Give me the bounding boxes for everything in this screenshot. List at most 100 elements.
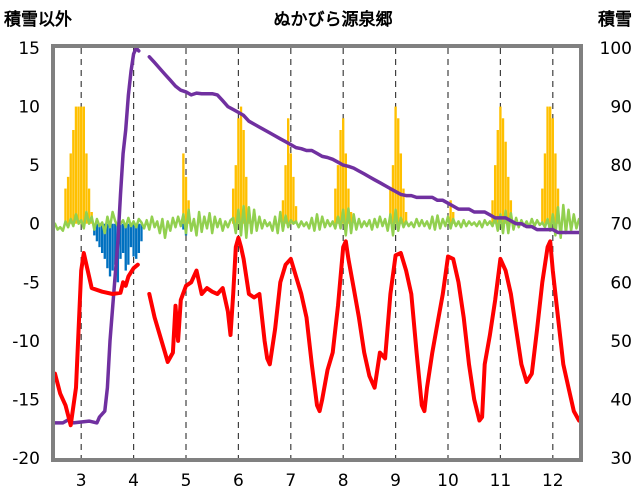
precipitation-bar xyxy=(546,106,549,224)
snow_change-bar xyxy=(100,223,104,253)
y-left-tick-label: -15 xyxy=(12,390,40,410)
precipitation-bar xyxy=(74,106,78,224)
precipitation-bar xyxy=(284,165,287,224)
y-right-tick-label: 40 xyxy=(610,390,632,410)
y-right-tick-label: 30 xyxy=(610,449,632,469)
y-left-tick-label: -20 xyxy=(12,449,40,469)
precipitation-bar xyxy=(389,188,392,224)
precipitation-bar xyxy=(182,153,185,224)
y-left-tick-label: 15 xyxy=(18,39,40,59)
precipitation-bar xyxy=(184,176,188,224)
precipitation-bar xyxy=(394,106,397,224)
precipitation-bar xyxy=(491,200,494,224)
precipitation-bar xyxy=(543,153,547,224)
snow_change-bar xyxy=(124,223,127,271)
precipitation-bar xyxy=(397,118,400,224)
y-right-tick-label: 60 xyxy=(610,273,632,293)
precipitation-bar xyxy=(342,118,345,224)
y-right-tick-label: 100 xyxy=(600,39,632,59)
x-tick-label: 5 xyxy=(181,471,192,491)
y-left-tick-label: -5 xyxy=(23,273,40,293)
y-left-ticks: 15 10 5 0 -5 -10 -15 -20 xyxy=(12,39,40,469)
snow_change-bar xyxy=(140,223,143,242)
y-left-tick-label: 0 xyxy=(29,215,40,235)
x-tick-label: 3 xyxy=(76,471,87,491)
precipitation-bar xyxy=(499,106,502,224)
precipitation-bar xyxy=(237,118,240,224)
x-tick-label: 12 xyxy=(542,471,564,491)
y-right-label: 積雪 xyxy=(598,9,632,30)
precipitation-bar xyxy=(242,130,245,224)
x-ticks: 3 4 5 6 7 8 9 10 11 12 xyxy=(76,471,564,491)
x-tick-label: 7 xyxy=(285,471,296,491)
snow_change-bar xyxy=(137,223,141,253)
x-tick-label: 6 xyxy=(233,471,244,491)
precipitation-bar xyxy=(399,153,403,224)
precipitation-bar xyxy=(347,188,350,224)
y-left-label: 積雪以外 xyxy=(4,9,72,30)
x-tick-label: 11 xyxy=(490,471,512,491)
precipitation-bar xyxy=(496,130,499,224)
precipitation-bar xyxy=(344,153,347,224)
precipitation-bar xyxy=(231,188,235,224)
precipitation-bar xyxy=(339,130,342,224)
y-right-tick-label: 80 xyxy=(610,156,632,176)
precipitation-bar xyxy=(501,118,505,224)
precipitation-bar xyxy=(449,200,452,224)
precipitation-bar xyxy=(294,206,298,224)
pressure_change-line xyxy=(53,203,581,240)
precipitation-bar xyxy=(504,141,507,224)
y-right-tick-label: 50 xyxy=(610,332,632,352)
precipitation-bar xyxy=(66,176,70,224)
precipitation-bar xyxy=(87,188,91,224)
snow_change-bar xyxy=(135,223,138,259)
precipitation-bar xyxy=(336,165,340,224)
precipitation-bar xyxy=(289,153,292,224)
snow_change-bar xyxy=(132,223,135,257)
snow_change-bar xyxy=(108,223,112,277)
y-right-ticks: 100 90 80 70 60 50 40 30 xyxy=(600,39,632,469)
snow_change-bar xyxy=(129,223,133,248)
bar-layer xyxy=(64,106,560,283)
y-left-tick-label: 5 xyxy=(29,156,40,176)
precipitation-bar xyxy=(349,212,353,224)
snow_change-bar xyxy=(103,223,106,259)
chart-title: ぬかびら源泉郷 xyxy=(274,9,393,30)
snow_change-bar xyxy=(119,223,122,259)
precipitation-bar xyxy=(281,200,285,224)
precipitation-bar xyxy=(82,106,85,224)
x-tick-label: 9 xyxy=(390,471,401,491)
snow_change-bar xyxy=(127,223,130,265)
line-layer xyxy=(53,46,581,428)
precipitation-bar xyxy=(234,165,237,224)
snow_change-bar xyxy=(106,223,109,269)
precipitation-bar xyxy=(554,153,557,224)
temperature-line xyxy=(53,235,581,428)
y-right-tick-label: 70 xyxy=(610,215,632,235)
precipitation-bar xyxy=(80,106,83,224)
precipitation-bar xyxy=(64,188,67,224)
precipitation-bar xyxy=(551,118,554,224)
x-tick-label: 4 xyxy=(128,471,139,491)
precipitation-bar xyxy=(541,188,544,224)
precipitation-bar xyxy=(292,176,295,224)
plot-frame xyxy=(51,44,583,462)
snow_change-bar xyxy=(95,223,99,242)
precipitation-bar xyxy=(287,118,290,224)
precipitation-bar xyxy=(72,130,75,224)
precipitation-bar xyxy=(239,106,243,224)
snow_depth-line xyxy=(53,46,581,425)
x-tick-label: 8 xyxy=(338,471,349,491)
precipitation-bar xyxy=(69,153,72,224)
precipitation-bar xyxy=(391,165,395,224)
precipitation-bar xyxy=(85,153,88,224)
precipitation-bar xyxy=(245,176,248,224)
precipitation-bar xyxy=(507,176,510,224)
x-tick-label: 10 xyxy=(437,471,459,491)
snow_change-bar xyxy=(182,223,185,230)
precipitation-bar xyxy=(404,212,408,224)
precipitation-bar xyxy=(402,188,405,224)
snow_change-bar xyxy=(114,223,117,265)
precipitation-bar xyxy=(549,106,552,224)
